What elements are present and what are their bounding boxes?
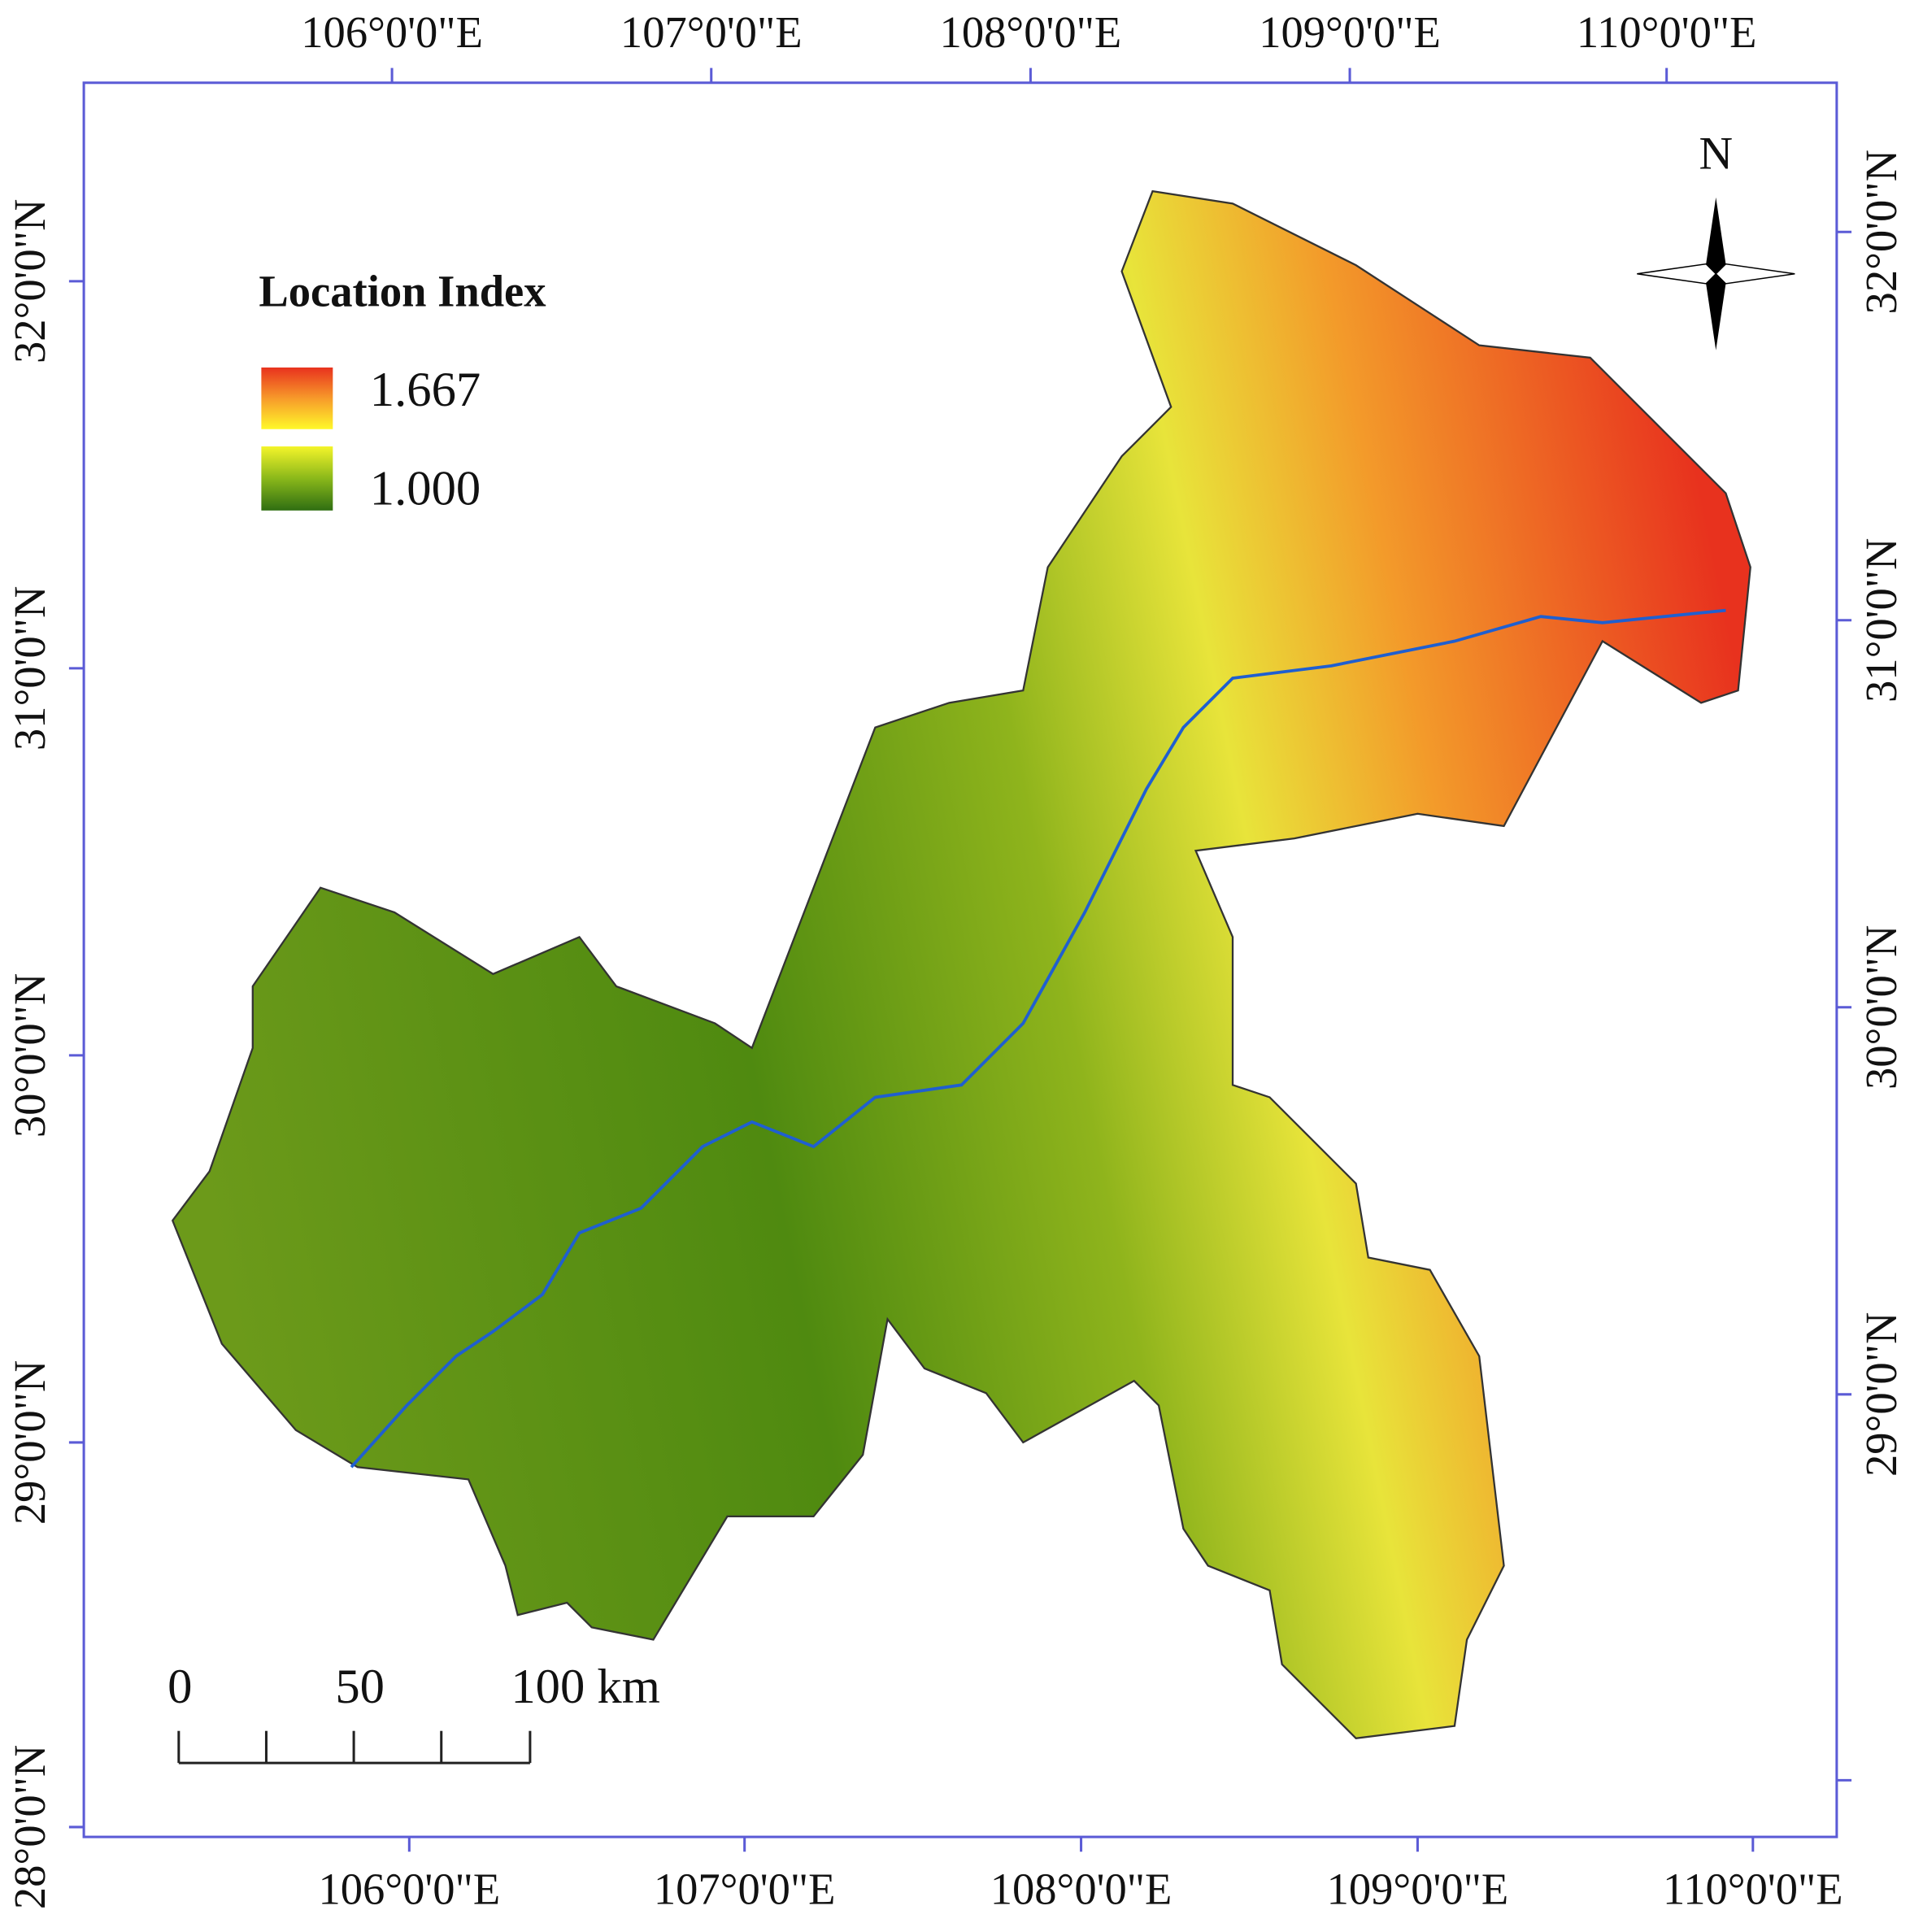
right-axis-label: 30°0'0"N [1856, 925, 1906, 1090]
top-axis-label: 110°0'0"E [1577, 7, 1757, 57]
legend-title: Location Index [259, 267, 546, 316]
legend: Location Index 1.667 1.000 [259, 267, 546, 516]
left-axis-label: 31°0'0"N [5, 586, 54, 751]
legend-swatch-high [261, 367, 333, 429]
scale-label: 0 [168, 1660, 192, 1714]
top-axis-label: 109°0'0"E [1259, 7, 1441, 57]
bottom-axis-label: 110°0'0"E [1663, 1864, 1843, 1913]
left-axis-label: 32°0'0"N [5, 199, 54, 363]
top-axis-label: 106°0'0"E [301, 7, 483, 57]
right-axis-label: 29°0'0"N [1856, 1312, 1906, 1477]
scale-bar [177, 1730, 532, 1764]
legend-label-low: 1.000 [370, 462, 481, 516]
compass-w [1637, 263, 1717, 285]
top-axis-label: 107°0'0"E [620, 7, 803, 57]
river [350, 608, 1726, 1469]
bottom-axis-label: 107°0'0"E [654, 1864, 836, 1913]
legend-label-high: 1.667 [370, 363, 481, 417]
region-outline [171, 189, 1751, 1739]
legend-swatch-low [261, 446, 333, 511]
right-axis-label: 31°0'0"N [1856, 538, 1906, 703]
north-arrow: N [1637, 128, 1795, 350]
left-axis-label: 29°0'0"N [5, 1360, 54, 1525]
scale-label: 100 km [511, 1660, 660, 1714]
top-axis-label: 108°0'0"E [940, 7, 1122, 57]
bottom-axis-label: 108°0'0"E [990, 1864, 1173, 1913]
north-label: N [1699, 128, 1734, 179]
map-frame [82, 81, 1838, 1838]
scale-label: 50 [335, 1660, 385, 1714]
bottom-axis-label: 106°0'0"E [318, 1864, 500, 1913]
left-axis-label: 28°0'0"N [5, 1745, 54, 1909]
compass-s [1706, 273, 1726, 350]
bottom-axis-label: 109°0'0"E [1327, 1864, 1509, 1913]
compass-n [1706, 197, 1726, 274]
compass-e [1715, 263, 1795, 285]
right-axis-label: 32°0'0"N [1856, 150, 1906, 314]
left-axis-label: 30°0'0"N [5, 973, 54, 1138]
